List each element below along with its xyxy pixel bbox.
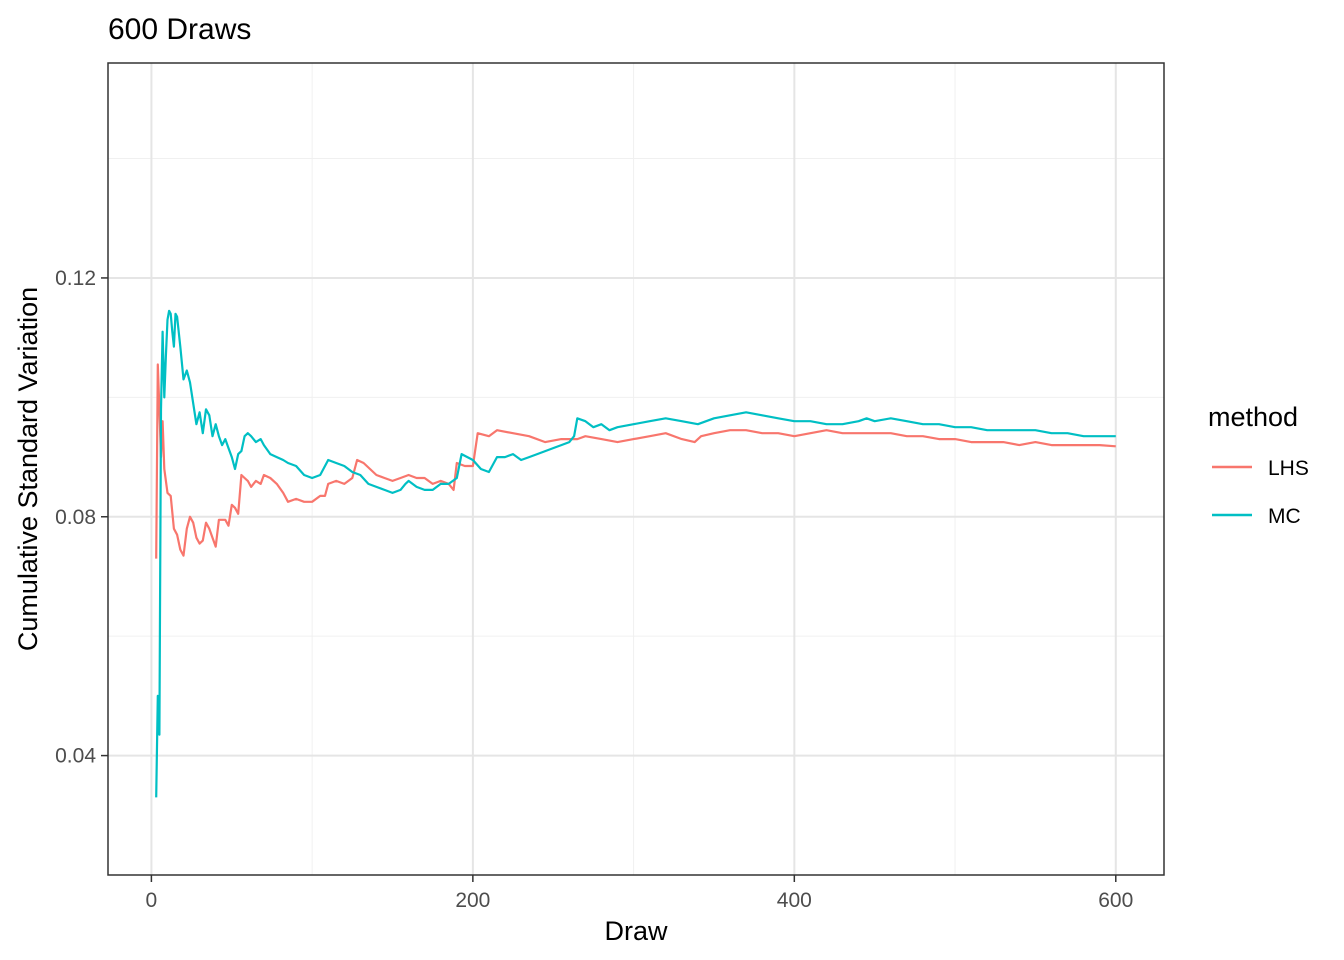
- grid-lines: [108, 63, 1164, 876]
- x-axis-title: Draw: [604, 916, 668, 946]
- legend: method LHS MC: [1208, 402, 1309, 528]
- y-tick-label: 0.12: [55, 267, 96, 290]
- legend-label-mc: MC: [1268, 505, 1301, 528]
- plot-border: [107, 62, 1165, 876]
- y-axis: 0.04 0.08 0.12: [55, 267, 108, 768]
- x-tick-label: 600: [1098, 889, 1133, 912]
- series-line-lhs: [155, 363, 1116, 559]
- plot-panel: [108, 63, 1164, 875]
- legend-label-lhs: LHS: [1268, 457, 1309, 480]
- chart-title: 600 Draws: [108, 13, 251, 46]
- x-tick-label: 200: [455, 889, 490, 912]
- x-tick-label: 400: [777, 889, 812, 912]
- y-tick-label: 0.04: [55, 745, 96, 768]
- series-line-mc: [155, 309, 1116, 798]
- x-tick-label: 0: [146, 889, 158, 912]
- x-axis: 0 200 400 600: [146, 875, 1133, 912]
- y-tick-label: 0.08: [55, 506, 96, 529]
- legend-title: method: [1208, 402, 1298, 432]
- y-axis-title: Cumulative Standard Variation: [13, 287, 43, 651]
- data-series: [155, 309, 1116, 798]
